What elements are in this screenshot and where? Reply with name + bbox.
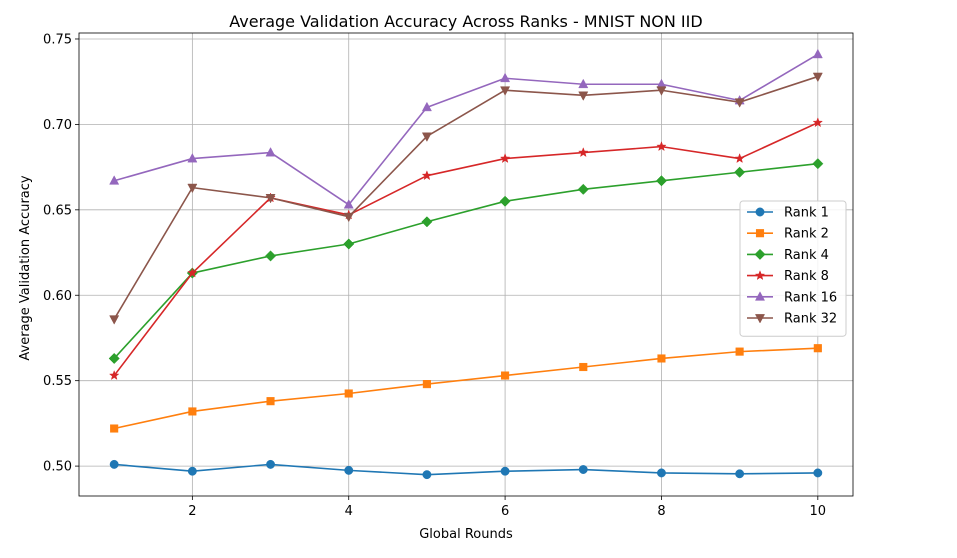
data-point-rank-32 (109, 315, 120, 325)
data-point-rank-1 (813, 468, 823, 478)
data-point-rank-2 (422, 380, 431, 389)
data-point-rank-32 (656, 86, 667, 96)
data-point-rank-4 (499, 195, 511, 207)
y-tick-label: 0.50 (43, 460, 72, 475)
data-point-rank-2 (344, 389, 353, 398)
series-line-rank-8 (113, 121, 819, 377)
data-point-rank-8 (108, 370, 120, 381)
data-point-rank-8 (812, 117, 824, 128)
data-point-rank-16 (109, 175, 120, 185)
data-point-rank-16 (500, 72, 511, 83)
legend-marker-rank-4 (754, 248, 766, 260)
series-line-rank-32 (113, 75, 819, 320)
series-line-rank-16 (113, 53, 819, 206)
legend-box (739, 200, 847, 337)
data-point-rank-1 (109, 459, 119, 469)
data-point-rank-8 (499, 153, 511, 164)
series-line-rank-4 (113, 162, 818, 360)
data-point-rank-16 (265, 147, 276, 157)
data-point-rank-1 (657, 468, 666, 478)
legend-label-rank-16: Rank 16 (784, 290, 837, 305)
ticks: 2 4 6 8 10 0.50 0.55 0.60 0.65 0.70 0.75 (43, 32, 826, 519)
data-point-rank-2 (579, 362, 588, 372)
y-tick-label: 0.75 (43, 32, 72, 47)
data-point-rank-4 (108, 352, 120, 365)
series-line-rank-2 (114, 347, 818, 430)
series-rank-32 (109, 72, 823, 325)
legend-marker-rank-8 (754, 270, 766, 281)
data-point-rank-8 (421, 170, 433, 181)
data-point-rank-16 (812, 48, 823, 59)
data-point-rank-8 (578, 147, 589, 158)
data-point-rank-16 (187, 153, 198, 163)
data-point-rank-4 (343, 238, 355, 250)
chart-title: Average Validation Accuracy Across Ranks… (229, 12, 702, 31)
data-point-rank-1 (266, 459, 275, 469)
y-axis-label: Average Validation Accuracy (18, 175, 33, 360)
data-point-rank-4 (812, 158, 824, 170)
plot-frame (78, 32, 854, 497)
series-rank-4 (108, 158, 824, 365)
legend: Rank 1 Rank 2 Rank 4 Rank 8 Rank 16 Rank 32 (739, 200, 847, 337)
x-tick-label: 4 (345, 504, 353, 519)
series-rank-16 (109, 48, 823, 209)
data-point-rank-4 (421, 216, 433, 228)
data-point-rank-1 (422, 470, 432, 480)
data-point-rank-8 (656, 141, 667, 152)
y-tick-label: 0.55 (43, 374, 72, 389)
data-point-rank-1 (187, 466, 197, 476)
data-point-rank-4 (577, 183, 589, 195)
data-point-rank-8 (734, 153, 745, 164)
legend-label-rank-1: Rank 1 (784, 206, 829, 221)
series-group (108, 48, 824, 480)
data-point-rank-16 (343, 199, 354, 209)
legend-marker-rank-32 (754, 314, 766, 324)
x-tick-label: 6 (501, 504, 509, 519)
legend-marker-rank-2 (755, 229, 765, 238)
x-tick-label: 2 (188, 504, 196, 519)
data-point-rank-32 (421, 132, 432, 142)
data-point-rank-2 (188, 407, 197, 416)
data-point-rank-32 (734, 98, 745, 108)
data-point-rank-1 (735, 469, 745, 479)
y-tick-label: 0.60 (43, 289, 72, 304)
data-point-rank-32 (343, 212, 354, 223)
legend-label-rank-8: Rank 8 (784, 269, 829, 284)
legend-label-rank-2: Rank 2 (784, 227, 829, 242)
data-point-rank-32 (812, 72, 823, 83)
data-point-rank-2 (813, 344, 822, 353)
data-point-rank-4 (655, 175, 668, 187)
legend-label-rank-4: Rank 4 (784, 248, 829, 263)
data-point-rank-1 (344, 465, 354, 475)
series-line-rank-1 (114, 463, 818, 476)
x-tick-label: 10 (810, 504, 827, 519)
data-point-rank-4 (734, 166, 746, 178)
data-point-rank-16 (421, 101, 432, 112)
legend-marker-rank-1 (755, 207, 765, 217)
data-point-rank-32 (187, 183, 198, 194)
data-point-rank-32 (265, 194, 276, 204)
series-rank-2 (110, 344, 822, 433)
x-axis-label: Global Rounds (419, 527, 513, 542)
data-point-rank-32 (578, 91, 589, 101)
legend-marker-rank-16 (754, 291, 766, 301)
legend-label-rank-32: Rank 32 (784, 312, 837, 327)
data-point-rank-2 (735, 347, 744, 356)
data-point-rank-1 (578, 465, 588, 474)
x-tick-label: 8 (657, 504, 665, 519)
data-point-rank-2 (657, 354, 666, 363)
series-rank-1 (109, 459, 823, 480)
data-point-rank-2 (110, 424, 119, 433)
data-point-rank-32 (500, 86, 511, 96)
data-point-rank-2 (501, 371, 510, 380)
y-tick-label: 0.65 (43, 203, 72, 218)
data-point-rank-4 (264, 250, 277, 262)
data-point-rank-8 (187, 267, 198, 278)
data-point-rank-1 (500, 466, 510, 476)
data-point-rank-2 (266, 397, 275, 406)
y-tick-label: 0.70 (43, 118, 72, 133)
data-point-rank-16 (578, 78, 589, 89)
